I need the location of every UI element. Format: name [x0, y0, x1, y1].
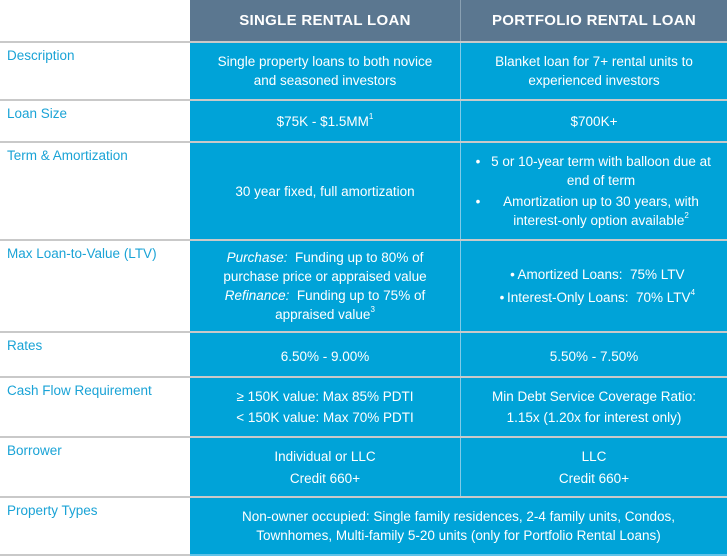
- cell-line: $700K+: [570, 113, 618, 129]
- row-label: Rates: [0, 333, 190, 376]
- row-label: Loan Size: [0, 101, 190, 141]
- row-label: Max Loan-to-Value (LTV): [0, 241, 190, 331]
- bullet-text: Amortization up to 30 years, with intere…: [483, 192, 719, 230]
- cell-line: Credit 660+: [289, 470, 361, 486]
- bullet-item: • Interest-Only Loans: 70% LTV4: [497, 288, 695, 307]
- table-row-description: Description Single property loans to bot…: [0, 41, 727, 99]
- table-row-term-amortization: Term & Amortization 30 year fixed, full …: [0, 141, 727, 239]
- portfolio-description-cell: Blanket loan for 7+ rental units to expe…: [461, 43, 727, 99]
- bullet-text-body: Interest-Only Loans: 70% LTV: [506, 290, 691, 305]
- bullet-text-body: Amortization up to 30 years, with intere…: [503, 194, 699, 228]
- purchase-body: Funding up to 80% of purchase price or a…: [223, 250, 427, 284]
- cell-line: Blanket loan for 7+ rental units to: [495, 54, 693, 69]
- cell-line: 5.50% - 7.50%: [549, 349, 639, 364]
- header-spacer: [0, 0, 190, 41]
- single-ltv-cell: Purchase: Funding up to 80% of purchase …: [190, 241, 461, 331]
- table-header: SINGLE RENTAL LOAN PORTFOLIO RENTAL LOAN: [0, 0, 727, 41]
- cell-line: experienced investors: [528, 73, 660, 88]
- cell-line: and seasoned investors: [253, 73, 397, 88]
- loan-size-value: $75K - $1.5MM: [276, 113, 369, 129]
- cell-line: 6.50% - 9.00%: [280, 349, 370, 364]
- header-single-rental-loan: SINGLE RENTAL LOAN: [190, 0, 461, 41]
- bullet-text: 5 or 10-year term with balloon due at en…: [491, 154, 711, 188]
- bullet-item: • 5 or 10-year term with balloon due at …: [473, 152, 719, 190]
- bottom-border-left: [0, 554, 190, 556]
- refinance-text: Refinance: Funding up to 75% of appraise…: [204, 286, 446, 324]
- single-description-cell: Single property loans to both novice and…: [190, 43, 461, 99]
- footnote-marker: 2: [684, 211, 689, 220]
- cell-line: LLC: [581, 448, 607, 464]
- bullet-icon: •: [510, 267, 515, 282]
- single-cash-flow-cell: ≥ 150K value: Max 85% PDTI < 150K value:…: [190, 378, 461, 436]
- bullet-icon: •: [499, 290, 505, 305]
- row-label: Term & Amortization: [0, 143, 190, 239]
- bullet-text: Interest-Only Loans: 70% LTV4: [507, 288, 695, 307]
- bullet-icon: •: [475, 194, 481, 209]
- row-label: Property Types: [0, 498, 190, 554]
- bullet-icon: •: [475, 154, 481, 169]
- table-row-borrower: Borrower Individual or LLC Credit 660+ L…: [0, 436, 727, 496]
- purchase-text: Purchase: Funding up to 80% of purchase …: [204, 248, 446, 286]
- bottom-border-right: [190, 554, 727, 556]
- table-row-loan-size: Loan Size $75K - $1.5MM1 $700K+: [0, 99, 727, 141]
- table-bottom-border: [0, 554, 727, 556]
- portfolio-term-cell: • 5 or 10-year term with balloon due at …: [461, 143, 727, 239]
- cell-line: Individual or LLC: [274, 448, 376, 464]
- cell-line: Credit 660+: [558, 470, 630, 486]
- cell-line: Single property loans to both novice: [217, 54, 433, 69]
- single-borrower-cell: Individual or LLC Credit 660+: [190, 438, 461, 496]
- table-row-rates: Rates 6.50% - 9.00% 5.50% - 7.50%: [0, 331, 727, 376]
- cell-line: 30 year fixed, full amortization: [235, 183, 415, 199]
- purchase-label: Purchase:: [226, 250, 288, 265]
- footnote-marker: 3: [370, 305, 375, 314]
- cell-line: Min Debt Service Coverage Ratio:: [491, 389, 697, 404]
- table-row-property-types: Property Types Non-owner occupied: Singl…: [0, 496, 727, 554]
- cell-line: < 150K value: Max 70% PDTI: [236, 410, 414, 425]
- row-label: Cash Flow Requirement: [0, 378, 190, 436]
- single-loan-size-cell: $75K - $1.5MM1: [190, 101, 461, 141]
- portfolio-ltv-cell: • Amortized Loans: 75% LTV • Interest-On…: [461, 241, 727, 331]
- portfolio-loan-size-cell: $700K+: [461, 101, 727, 141]
- row-label: Borrower: [0, 438, 190, 496]
- cell-line: Non-owner occupied: Single family reside…: [242, 509, 675, 524]
- bullet-item: • Amortization up to 30 years, with inte…: [473, 192, 719, 230]
- portfolio-cash-flow-cell: Min Debt Service Coverage Ratio: 1.15x (…: [461, 378, 727, 436]
- portfolio-rates-cell: 5.50% - 7.50%: [461, 333, 727, 376]
- refinance-label: Refinance:: [224, 288, 290, 303]
- cell-line: ≥ 150K value: Max 85% PDTI: [236, 389, 414, 404]
- property-types-cell: Non-owner occupied: Single family reside…: [190, 498, 727, 554]
- table-row-cash-flow: Cash Flow Requirement ≥ 150K value: Max …: [0, 376, 727, 436]
- single-rates-cell: 6.50% - 9.00%: [190, 333, 461, 376]
- bullet-text: Amortized Loans: 75% LTV: [517, 267, 685, 282]
- cell-line: 1.15x (1.20x for interest only): [506, 410, 682, 425]
- header-portfolio-rental-loan: PORTFOLIO RENTAL LOAN: [461, 0, 727, 41]
- single-term-cell: 30 year fixed, full amortization: [190, 143, 461, 239]
- refinance-body: Funding up to 75% of appraised value: [275, 288, 426, 322]
- cell-line: $75K - $1.5MM1: [277, 112, 374, 131]
- cell-line: Townhomes, Multi-family 5-20 units (only…: [256, 528, 661, 543]
- bullet-item: • Amortized Loans: 75% LTV: [507, 265, 684, 284]
- footnote-marker: 4: [690, 288, 696, 297]
- footnote-marker: 1: [368, 111, 374, 121]
- table-row-max-ltv: Max Loan-to-Value (LTV) Purchase: Fundin…: [0, 239, 727, 331]
- row-label: Description: [0, 43, 190, 99]
- portfolio-borrower-cell: LLC Credit 660+: [461, 438, 727, 496]
